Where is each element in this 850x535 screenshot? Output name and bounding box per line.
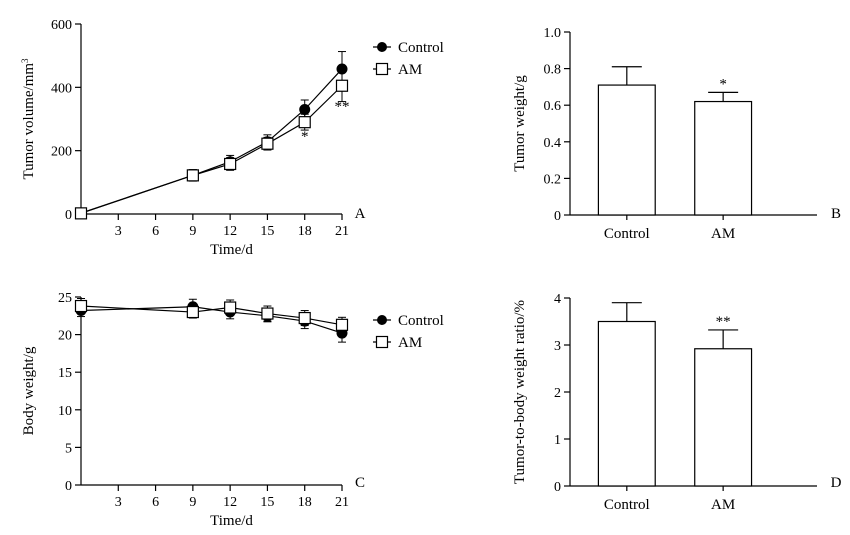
y-tick-label: 2 (554, 386, 561, 401)
panel-c: 0 5 10 15 20 25 3 6 9 12 15 18 21 Time/d Body weight/g… (21, 291, 444, 529)
series-line (80, 85, 343, 214)
y-axis-label: Tumor weight/g (512, 75, 528, 172)
y-tick-label: 5 (65, 441, 72, 456)
y-axis-label-superscript: 3 (20, 58, 30, 63)
y-axis-label: Body weight/g (21, 346, 37, 435)
data-point (224, 157, 237, 171)
x-tick-label: AM (711, 497, 735, 513)
series-line (80, 305, 343, 326)
x-tick-label: 18 (298, 495, 312, 510)
x-tick-label: 12 (223, 495, 237, 510)
x-tick-label: 6 (152, 224, 159, 239)
y-tick-label: 0 (554, 209, 561, 224)
y-tick-label: 0.6 (544, 99, 562, 114)
y-tick-label: 15 (58, 366, 72, 381)
bar-am (694, 348, 753, 487)
legend: Control AM (373, 313, 444, 351)
y-tick-label: 0 (65, 208, 72, 223)
x-tick-label: 9 (189, 495, 196, 510)
legend-marker (375, 335, 389, 349)
data-point (186, 305, 199, 319)
x-tick-label: Control (604, 497, 650, 513)
series-am (74, 69, 349, 220)
bar-am (694, 100, 753, 216)
data-point (335, 318, 349, 331)
significance-mark: ** (716, 314, 731, 330)
panel-d: 0 1 2 3 4 Tumor-to-body weight ratio/% Control… (512, 292, 842, 513)
panel-b: 0 0.2 0.4 0.6 0.8 1.0 Tumor weight/g Control * AM… (512, 26, 841, 242)
y-tick-label: 0.4 (544, 136, 562, 151)
y-tick-label: 1 (554, 433, 561, 448)
y-tick-label: 10 (58, 404, 72, 419)
data-point (224, 301, 237, 314)
y-tick-label: 0 (554, 480, 561, 495)
y-tick-label: 0.2 (544, 172, 562, 187)
panel-letter: B (831, 206, 841, 222)
series-line (80, 306, 343, 334)
y-tick-label: 0.8 (544, 63, 562, 78)
x-axis-label: Time/d (210, 242, 253, 258)
x-tick-label: 3 (115, 224, 122, 239)
data-point (299, 104, 311, 115)
data-point (298, 116, 311, 129)
panel-letter: A (355, 206, 366, 222)
panel-letter: D (831, 475, 842, 491)
x-tick-label: 15 (260, 224, 274, 239)
x-tick-label: 9 (189, 224, 196, 239)
x-tick-label: 15 (260, 495, 274, 510)
legend-marker (377, 42, 387, 52)
y-axis-label: Tumor volume/mm3 (20, 58, 37, 180)
x-tick-label: 21 (335, 495, 349, 510)
x-axis-label: Time/d (210, 513, 253, 529)
series-am (74, 298, 349, 333)
y-tick-label: 3 (554, 339, 561, 354)
y-tick-label: 4 (554, 292, 561, 307)
y-tick-label: 0 (65, 479, 72, 494)
y-tick-label: 400 (51, 81, 72, 96)
data-point (186, 169, 199, 182)
legend-label: AM (398, 335, 422, 351)
y-tick-label: 200 (51, 145, 72, 160)
x-tick-label: 21 (335, 224, 349, 239)
legend-label: Control (398, 40, 444, 56)
significance-mark: * (301, 129, 309, 145)
y-tick-label: 600 (51, 18, 72, 33)
panel-letter: C (355, 475, 365, 491)
data-point (335, 79, 349, 92)
legend-marker (375, 62, 389, 76)
x-tick-label: 3 (115, 495, 122, 510)
data-point (74, 207, 88, 220)
x-tick-label: 18 (298, 224, 312, 239)
legend-label: Control (398, 313, 444, 329)
data-point (261, 137, 274, 150)
legend-marker (377, 315, 387, 325)
bar-control (597, 84, 656, 216)
y-tick-label: 20 (58, 329, 72, 344)
data-point (74, 299, 88, 313)
y-axis-label: Tumor-to-body weight ratio/% (512, 300, 528, 484)
x-tick-label: Control (604, 226, 650, 242)
x-tick-label: AM (711, 226, 735, 242)
x-tick-label: 6 (152, 495, 159, 510)
data-point (261, 307, 274, 320)
data-point (298, 311, 311, 325)
x-tick-label: 12 (223, 224, 237, 239)
significance-mark: ** (335, 99, 350, 115)
y-tick-label: 1.0 (544, 26, 562, 41)
legend-label: AM (398, 62, 422, 78)
panel-a: 0 200 400 600 3 6 9 12 15 18 21 Time/d Tumor volume/… (20, 18, 444, 258)
significance-mark: * (719, 76, 727, 92)
legend: Control AM (373, 40, 444, 78)
bar-control (597, 320, 656, 487)
y-tick-label: 25 (58, 291, 72, 306)
